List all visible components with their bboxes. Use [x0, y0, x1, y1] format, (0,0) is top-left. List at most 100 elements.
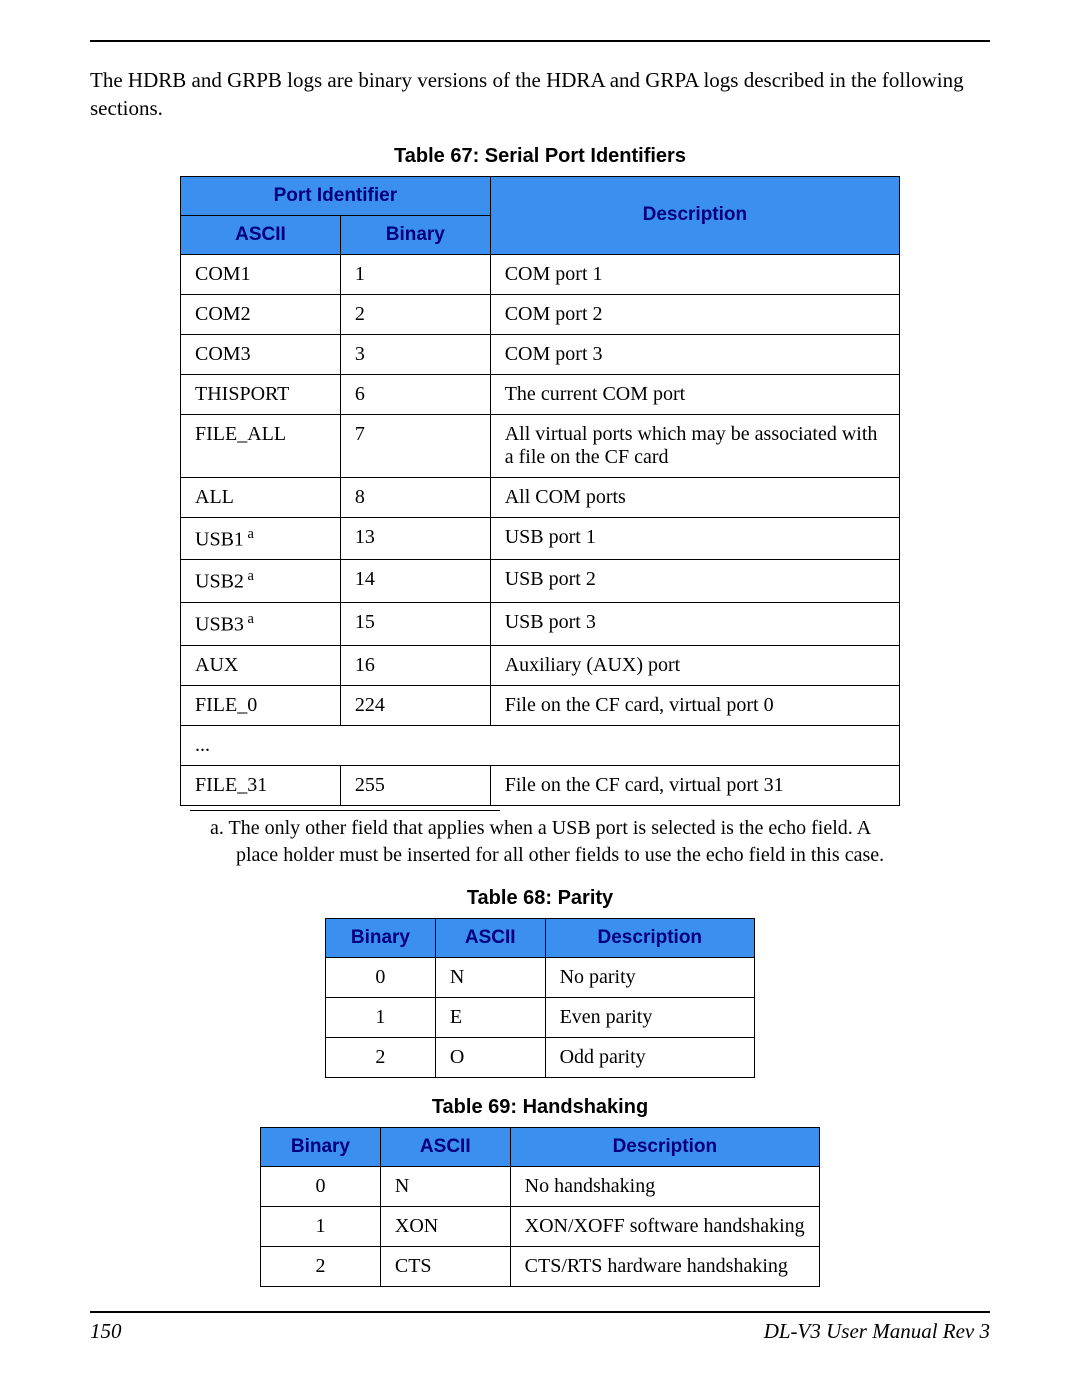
cell-ascii: USB2 a [181, 560, 341, 603]
cell-description: Auxiliary (AUX) port [490, 645, 899, 685]
cell-ascii: O [435, 1037, 545, 1077]
cell-ascii: THISPORT [181, 374, 341, 414]
manual-title: DL-V3 User Manual Rev 3 [764, 1319, 990, 1344]
table-row: COM22COM port 2 [181, 294, 900, 334]
cell-ascii: FILE_0 [181, 685, 341, 725]
cell-description: COM port 3 [490, 334, 899, 374]
table67-head-description: Description [490, 176, 899, 254]
table-row: USB2 a14USB port 2 [181, 560, 900, 603]
table-row: FILE_31255File on the CF card, virtual p… [181, 765, 900, 805]
cell-ascii: COM1 [181, 254, 341, 294]
table-row: 0NNo handshaking [261, 1166, 820, 1206]
cell-binary: 255 [340, 765, 490, 805]
table68-head-description: Description [545, 918, 754, 957]
cell-description: COM port 2 [490, 294, 899, 334]
top-rule [90, 40, 990, 42]
page-footer: 150 DL-V3 User Manual Rev 3 [90, 1319, 990, 1344]
cell-description: USB port 3 [490, 603, 899, 646]
table-row: THISPORT6The current COM port [181, 374, 900, 414]
table68-head-row: Binary ASCII Description [326, 918, 755, 957]
cell-description: No handshaking [510, 1166, 819, 1206]
cell-binary: 2 [340, 294, 490, 334]
table69-head-ascii: ASCII [380, 1127, 510, 1166]
cell-description: All COM ports [490, 477, 899, 517]
cell-binary: 2 [261, 1246, 381, 1286]
cell-ascii: CTS [380, 1246, 510, 1286]
table-row: 2OOdd parity [326, 1037, 755, 1077]
table-row: FILE_0224File on the CF card, virtual po… [181, 685, 900, 725]
cell-description: The current COM port [490, 374, 899, 414]
cell-description: Odd parity [545, 1037, 754, 1077]
table67-head-binary: Binary [340, 215, 490, 254]
table-row-ellipsis: ... [181, 725, 900, 765]
cell-description: USB port 2 [490, 560, 899, 603]
cell-ascii: E [435, 997, 545, 1037]
cell-binary: 6 [340, 374, 490, 414]
cell-binary: 13 [340, 517, 490, 560]
cell-description: XON/XOFF software handshaking [510, 1206, 819, 1246]
table-row: COM33COM port 3 [181, 334, 900, 374]
cell-ascii: ALL [181, 477, 341, 517]
table68-caption: Table 68: Parity [90, 887, 990, 910]
table-row: 1XONXON/XOFF software handshaking [261, 1206, 820, 1246]
cell-description: File on the CF card, virtual port 0 [490, 685, 899, 725]
cell-binary: 2 [326, 1037, 436, 1077]
table67-head-port-identifier: Port Identifier [181, 176, 491, 215]
cell-binary: 224 [340, 685, 490, 725]
cell-binary: 1 [326, 997, 436, 1037]
cell-description: File on the CF card, virtual port 31 [490, 765, 899, 805]
cell-binary: 16 [340, 645, 490, 685]
table67-footnote: a. The only other field that applies whe… [210, 815, 910, 869]
table-row: 2CTSCTS/RTS hardware handshaking [261, 1246, 820, 1286]
cell-ascii: XON [380, 1206, 510, 1246]
cell-ascii: AUX [181, 645, 341, 685]
cell-ascii: FILE_ALL [181, 414, 341, 477]
cell-binary: 7 [340, 414, 490, 477]
cell-binary: 0 [261, 1166, 381, 1206]
cell-binary: 0 [326, 957, 436, 997]
table-row: AUX16Auxiliary (AUX) port [181, 645, 900, 685]
cell-binary: 14 [340, 560, 490, 603]
table69-caption: Table 69: Handshaking [90, 1096, 990, 1119]
cell-ascii: COM2 [181, 294, 341, 334]
cell-ascii: FILE_31 [181, 765, 341, 805]
table-row: USB3 a15USB port 3 [181, 603, 900, 646]
cell-description: CTS/RTS hardware handshaking [510, 1246, 819, 1286]
page: The HDRB and GRPB logs are binary versio… [0, 0, 1080, 1374]
cell-ascii: USB3 a [181, 603, 341, 646]
cell-binary: 1 [340, 254, 490, 294]
intro-paragraph: The HDRB and GRPB logs are binary versio… [90, 66, 990, 123]
table-row: USB1 a13USB port 1 [181, 517, 900, 560]
cell-ellipsis: ... [181, 725, 900, 765]
cell-description: No parity [545, 957, 754, 997]
table68-head-ascii: ASCII [435, 918, 545, 957]
table-row: ALL8All COM ports [181, 477, 900, 517]
bottom-rule [90, 1311, 990, 1313]
cell-description: COM port 1 [490, 254, 899, 294]
table68-head-binary: Binary [326, 918, 436, 957]
table-row: 1EEven parity [326, 997, 755, 1037]
cell-binary: 3 [340, 334, 490, 374]
cell-ascii: COM3 [181, 334, 341, 374]
cell-ascii: N [435, 957, 545, 997]
table69-head-row: Binary ASCII Description [261, 1127, 820, 1166]
cell-description: Even parity [545, 997, 754, 1037]
cell-ascii: USB1 a [181, 517, 341, 560]
cell-binary: 8 [340, 477, 490, 517]
table69-head-binary: Binary [261, 1127, 381, 1166]
cell-description: USB port 1 [490, 517, 899, 560]
table69: Binary ASCII Description 0NNo handshakin… [260, 1127, 820, 1287]
cell-description: All virtual ports which may be associate… [490, 414, 899, 477]
footnote-rule [190, 810, 500, 811]
table67: Port Identifier Description ASCII Binary… [180, 176, 900, 806]
table68: Binary ASCII Description 0NNo parity1EEv… [325, 918, 755, 1078]
cell-binary: 15 [340, 603, 490, 646]
cell-binary: 1 [261, 1206, 381, 1246]
table-row: COM11COM port 1 [181, 254, 900, 294]
table67-head-row1: Port Identifier Description [181, 176, 900, 215]
table67-caption: Table 67: Serial Port Identifiers [90, 145, 990, 168]
page-number: 150 [90, 1319, 122, 1344]
table-row: FILE_ALL7All virtual ports which may be … [181, 414, 900, 477]
table-row: 0NNo parity [326, 957, 755, 997]
cell-ascii: N [380, 1166, 510, 1206]
